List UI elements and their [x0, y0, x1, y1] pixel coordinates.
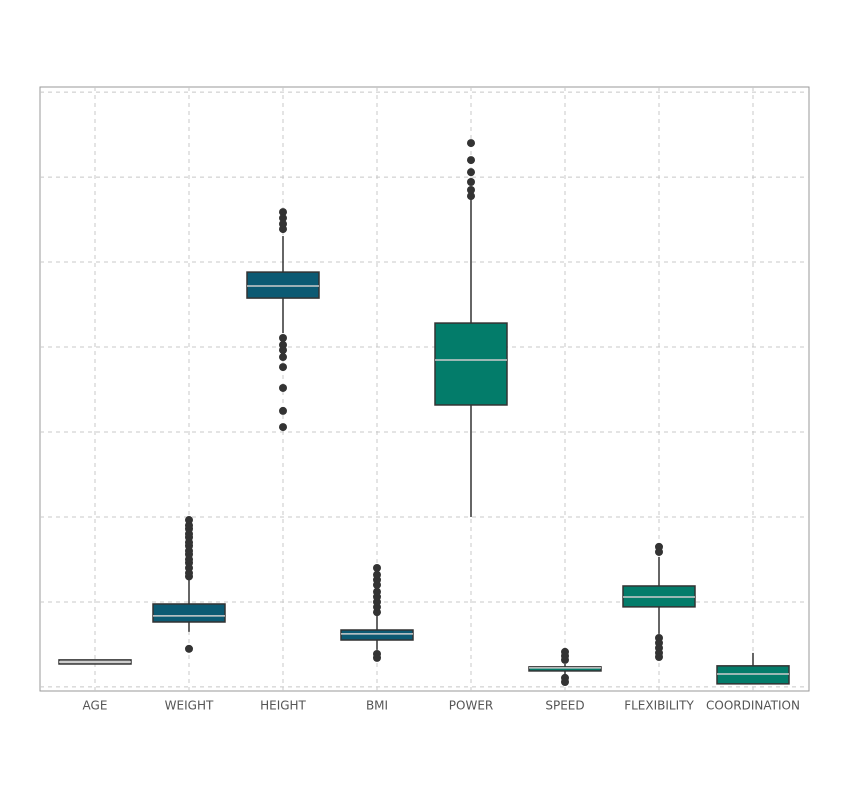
box: [716, 665, 790, 685]
x-tick-label: HEIGHT: [260, 699, 306, 713]
outlier: [561, 647, 569, 656]
x-tick-label: FLEXIBILITY: [624, 699, 694, 713]
outlier: [279, 214, 287, 223]
outlier: [655, 653, 663, 662]
outlier: [279, 363, 287, 372]
box: [528, 666, 602, 672]
plot-frame: [39, 86, 810, 692]
outlier: [279, 353, 287, 362]
outlier: [185, 644, 193, 653]
outlier: [467, 156, 475, 165]
outlier: [467, 185, 475, 194]
outlier: [373, 563, 381, 572]
outlier: [655, 542, 663, 551]
outlier: [279, 208, 287, 217]
outlier: [467, 178, 475, 187]
x-tick-label: AGE: [83, 699, 108, 713]
box: [246, 271, 320, 299]
outlier: [373, 570, 381, 579]
x-tick-label: COORDINATION: [706, 699, 800, 713]
outlier: [279, 383, 287, 392]
outlier: [279, 334, 287, 343]
outlier: [185, 516, 193, 525]
outlier: [279, 406, 287, 415]
outlier: [279, 225, 287, 234]
x-tick-label: BMI: [366, 699, 388, 713]
x-tick-label: WEIGHT: [165, 699, 214, 713]
outlier: [279, 423, 287, 432]
outlier: [373, 587, 381, 596]
outlier: [561, 677, 569, 686]
outlier: [373, 653, 381, 662]
outlier: [279, 346, 287, 355]
box: [152, 603, 226, 623]
box: [434, 322, 508, 406]
x-tick-label: POWER: [449, 699, 493, 713]
x-tick-label: SPEED: [545, 699, 584, 713]
outlier: [467, 139, 475, 148]
outlier: [467, 192, 475, 201]
outlier: [467, 168, 475, 177]
box: [340, 629, 414, 641]
